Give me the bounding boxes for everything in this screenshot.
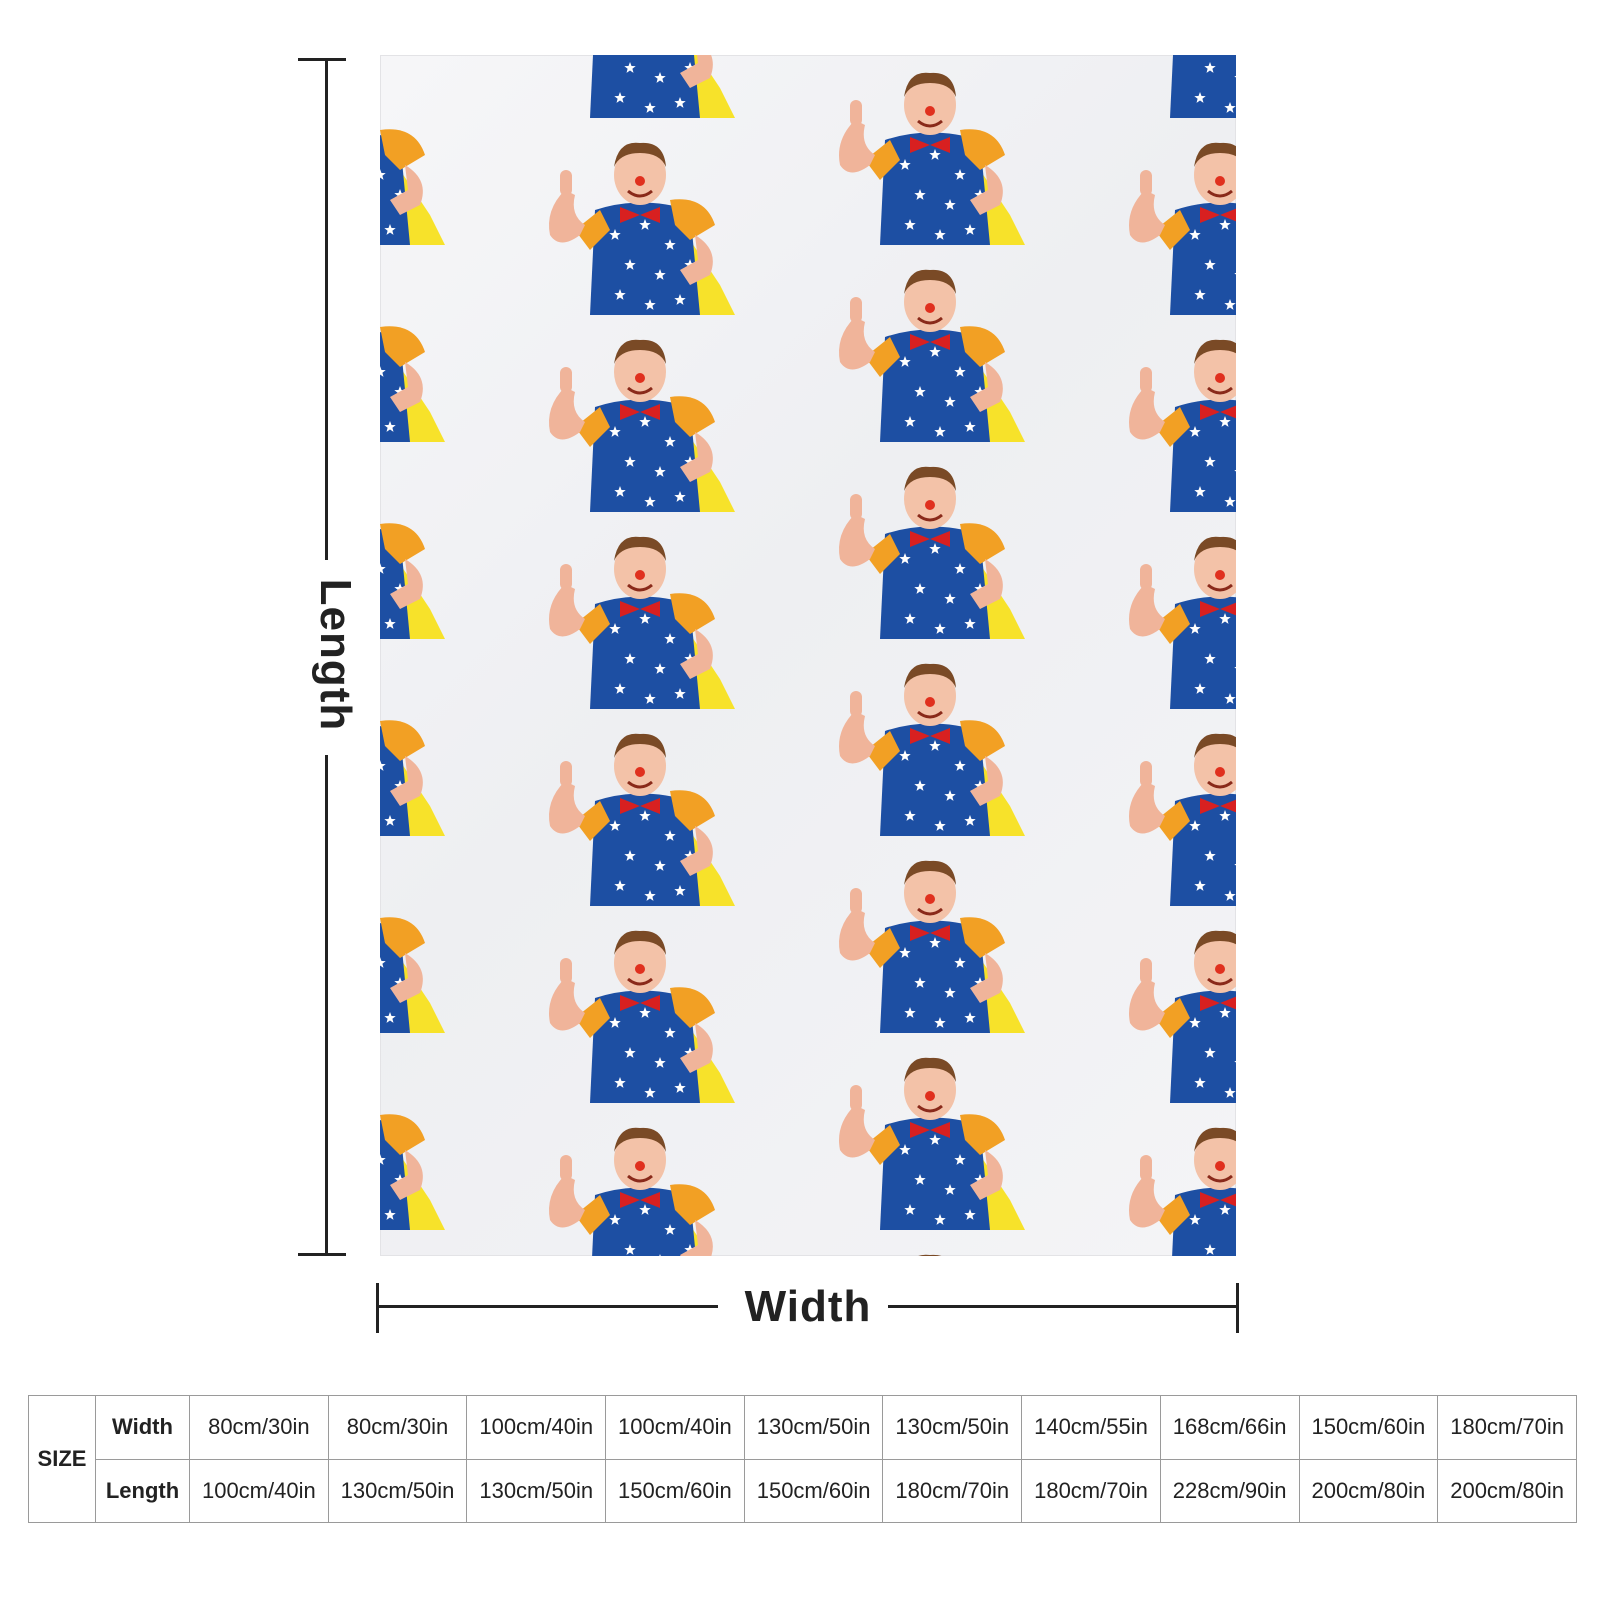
width-guide-line-left xyxy=(376,1305,718,1308)
width-cell: 168cm/66in xyxy=(1159,1395,1300,1460)
width-guide-line-right xyxy=(888,1305,1238,1308)
clown-figure-icon xyxy=(810,833,1025,1033)
clown-figure-icon xyxy=(1100,509,1236,709)
length-cell: 130cm/50in xyxy=(466,1458,607,1523)
clown-figure-icon xyxy=(520,1100,735,1256)
clown-figure-icon xyxy=(380,242,445,442)
width-cell: 180cm/70in xyxy=(1437,1395,1577,1460)
clown-figure-icon xyxy=(1100,115,1236,315)
clown-figure-icon xyxy=(520,312,735,512)
clown-figure-icon xyxy=(1100,55,1236,118)
size-table-length-row: Length 100cm/40in 130cm/50in 130cm/50in … xyxy=(29,1458,1577,1523)
width-cell: 150cm/60in xyxy=(1298,1395,1439,1460)
clown-figure-icon xyxy=(380,55,445,245)
clown-figure-icon xyxy=(520,903,735,1103)
length-cell: 100cm/40in xyxy=(189,1458,329,1523)
width-label: Width xyxy=(744,1282,872,1331)
clown-figure-icon xyxy=(380,636,445,836)
clown-figure-icon xyxy=(380,1227,445,1256)
clown-figure-icon xyxy=(810,242,1025,442)
width-cell: 80cm/30in xyxy=(327,1395,468,1460)
width-cell: 100cm/40in xyxy=(466,1395,607,1460)
length-cell: 200cm/80in xyxy=(1437,1458,1577,1523)
clown-figure-icon xyxy=(810,636,1025,836)
length-label: Length xyxy=(311,578,360,732)
width-row-header: Width xyxy=(95,1395,190,1460)
clown-figure-icon xyxy=(520,115,735,315)
width-cell: 140cm/55in xyxy=(1021,1395,1161,1460)
clown-figure-icon xyxy=(380,439,445,639)
length-cell: 180cm/70in xyxy=(1021,1458,1161,1523)
blanket-image xyxy=(380,55,1236,1256)
length-cell: 150cm/60in xyxy=(605,1458,745,1523)
clown-figure-icon xyxy=(810,1227,1025,1256)
length-cell: 200cm/80in xyxy=(1298,1458,1439,1523)
width-guide-right-cap xyxy=(1236,1283,1239,1333)
clown-figure-icon xyxy=(1100,1100,1236,1256)
length-row-header: Length xyxy=(95,1458,190,1523)
length-guide-line-top xyxy=(325,58,328,560)
length-guide-line-bottom xyxy=(325,755,328,1255)
clown-figure-icon xyxy=(380,1030,445,1230)
clown-figure-icon xyxy=(810,55,1025,245)
clown-figure-icon xyxy=(520,706,735,906)
length-cell: 150cm/60in xyxy=(743,1458,884,1523)
length-cell: 130cm/50in xyxy=(327,1458,468,1523)
width-cell: 130cm/50in xyxy=(882,1395,1023,1460)
clown-figure-icon xyxy=(520,55,735,118)
size-header: SIZE xyxy=(28,1395,96,1523)
length-cell: 180cm/70in xyxy=(882,1458,1023,1523)
size-table-width-row: SIZE Width 80cm/30in 80cm/30in 100cm/40i… xyxy=(28,1395,1577,1523)
clown-figure-icon xyxy=(1100,706,1236,906)
width-guide-left-cap xyxy=(376,1283,379,1333)
clown-figure-icon xyxy=(810,1030,1025,1230)
clown-figure-icon xyxy=(810,439,1025,639)
width-cell: 80cm/30in xyxy=(189,1395,329,1460)
clown-figure-icon xyxy=(1100,312,1236,512)
clown-figure-icon xyxy=(520,509,735,709)
clown-figure-icon xyxy=(380,833,445,1033)
clown-figure-icon xyxy=(1100,903,1236,1103)
length-guide-top-cap xyxy=(298,58,346,61)
width-cell: 130cm/50in xyxy=(743,1395,884,1460)
size-table: SIZE Width 80cm/30in 80cm/30in 100cm/40i… xyxy=(28,1395,1577,1523)
length-guide-bottom-cap xyxy=(298,1253,346,1256)
length-cell: 228cm/90in xyxy=(1159,1458,1300,1523)
width-cell: 100cm/40in xyxy=(605,1395,745,1460)
